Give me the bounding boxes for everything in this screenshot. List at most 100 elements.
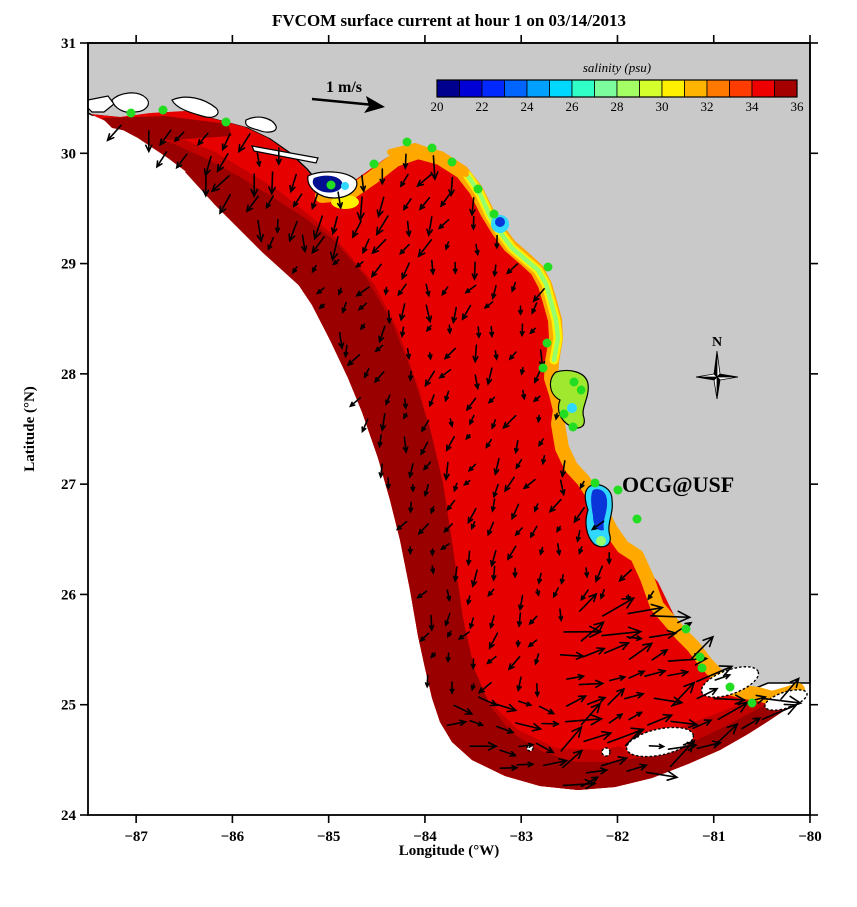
charlotte-harbor — [584, 484, 613, 548]
station-dot — [538, 363, 548, 373]
colorbar-segment — [526, 79, 550, 98]
colorbar-tick-label: 26 — [566, 99, 580, 114]
axes-frame — [87, 42, 811, 816]
key-islet-2 — [601, 747, 611, 757]
colorbar-segment — [459, 79, 483, 98]
colorbar-segments — [436, 79, 798, 98]
figure-title: FVCOM surface current at hour 1 on 03/14… — [272, 11, 626, 30]
x-tick-label: −82 — [606, 829, 630, 845]
y-tick-label: 24 — [61, 808, 77, 824]
x-tick-label: −85 — [317, 829, 341, 845]
station-dot — [681, 624, 691, 634]
x-tick-label: −80 — [798, 829, 822, 845]
station-dot — [725, 682, 735, 692]
station-dot — [568, 422, 578, 432]
colorbar-segment — [729, 79, 753, 98]
y-tick-label: 25 — [61, 698, 76, 714]
barrier-island — [251, 145, 319, 164]
colorbar-segment — [616, 79, 640, 98]
y-tick-label: 28 — [61, 367, 76, 383]
watermark-text: OCG@USF — [622, 472, 734, 497]
current-vectors — [106, 124, 803, 790]
x-tick-label: −81 — [702, 829, 726, 845]
compass-north-label: N — [712, 335, 722, 350]
station-dot — [613, 485, 623, 495]
scale-arrow-head — [364, 96, 385, 113]
st-andrew-bay — [171, 96, 219, 118]
colorbar-segment — [549, 79, 573, 98]
station-dot — [559, 409, 569, 419]
choctawhatchee-bay — [111, 92, 149, 113]
station-dot — [447, 157, 457, 167]
station-dot — [402, 137, 412, 147]
axis-ticks: −87 −86 −85 −84 −83 −82 −81 −80 24 25 26 27 28 29 30 31 — [61, 35, 822, 845]
colorbar-segment — [504, 79, 528, 98]
coastal-band-green — [465, 173, 561, 363]
station-dot — [126, 108, 136, 118]
station-dot — [473, 184, 483, 194]
station-dot — [590, 478, 600, 488]
panhandle-bays — [87, 92, 319, 164]
station-dot — [326, 180, 336, 190]
station-dot — [632, 514, 642, 524]
colorbar-tick-label: 24 — [521, 99, 535, 114]
key-island-west — [625, 726, 695, 758]
colorbar-tick-label: 22 — [476, 99, 489, 114]
colorbar: salinity (psu) 20 22 24 26 28 30 32 34 36 — [431, 60, 805, 114]
colorbar-segment — [481, 79, 505, 98]
colorbar-tick-label: 28 — [611, 99, 624, 114]
apalachicola-water-cyan — [341, 182, 349, 190]
scale-arrow: 1 m/s — [311, 79, 385, 113]
y-tick-label: 27 — [61, 477, 77, 493]
station-dot — [369, 159, 379, 169]
y-axis-label: Latitude (°N) — [22, 386, 38, 472]
station-dot — [569, 377, 579, 387]
salinity-contour-deep-panhandle — [102, 116, 232, 140]
x-tick-label: −86 — [221, 829, 245, 845]
station-dot — [695, 652, 705, 662]
st-joseph-bay — [245, 116, 277, 133]
scale-arrow-shaft — [311, 97, 375, 107]
compass-star — [695, 350, 739, 400]
y-tick-label: 30 — [61, 146, 76, 162]
station-dot — [576, 385, 586, 395]
colorbar-segment — [706, 79, 730, 98]
tampa-bay-cyan-patch — [567, 403, 577, 413]
colorbar-segment — [774, 79, 798, 98]
colorbar-segment — [594, 79, 618, 98]
station-dot — [221, 117, 231, 127]
x-tick-label: −84 — [413, 829, 437, 845]
station-dot — [542, 338, 552, 348]
salinity-contour-deep-north — [185, 160, 388, 338]
colorbar-segment — [661, 79, 685, 98]
charlotte-harbor-navy-core — [591, 489, 608, 531]
colorbar-label: salinity (psu) — [583, 60, 651, 75]
colorbar-ticks: 20 22 24 26 28 30 32 34 36 — [431, 99, 805, 114]
station-dot — [747, 698, 757, 708]
station-markers — [126, 105, 757, 708]
station-dot — [543, 262, 553, 272]
suwannee-plume-blue — [495, 217, 505, 227]
station-dot — [158, 105, 168, 115]
colorbar-segment — [751, 79, 775, 98]
colorbar-tick-label: 36 — [791, 99, 805, 114]
colorbar-tick-label: 32 — [701, 99, 714, 114]
y-tick-label: 26 — [61, 587, 77, 603]
colorbar-segment — [639, 79, 663, 98]
colorbar-segment — [684, 79, 708, 98]
current-vector-arrows — [106, 124, 803, 790]
scale-arrow-label: 1 m/s — [326, 79, 362, 96]
x-axis-label: Longitude (°W) — [399, 843, 500, 859]
colorbar-tick-label: 34 — [746, 99, 760, 114]
colorbar-tick-label: 30 — [656, 99, 669, 114]
compass-rose: N — [695, 335, 739, 400]
colorbar-tick-label: 20 — [431, 99, 444, 114]
station-dot — [697, 663, 707, 673]
colorbar-segment — [436, 79, 460, 98]
station-dot — [489, 209, 499, 219]
colorbar-segment — [571, 79, 595, 98]
salinity-contour-deep-south — [390, 430, 470, 690]
apalachicola-plume-yellow — [331, 195, 359, 209]
salinity-tongue-south — [580, 545, 697, 750]
